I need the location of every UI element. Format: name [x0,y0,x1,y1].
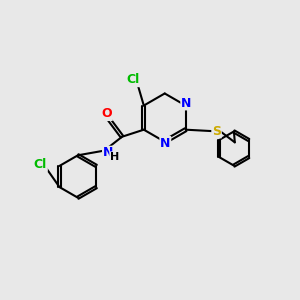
Text: H: H [110,152,119,162]
Text: Cl: Cl [34,158,47,171]
Text: O: O [101,107,112,120]
Text: Cl: Cl [126,74,140,86]
Text: N: N [160,137,170,150]
Text: S: S [212,125,221,138]
Text: N: N [103,146,113,159]
Text: N: N [181,97,191,110]
